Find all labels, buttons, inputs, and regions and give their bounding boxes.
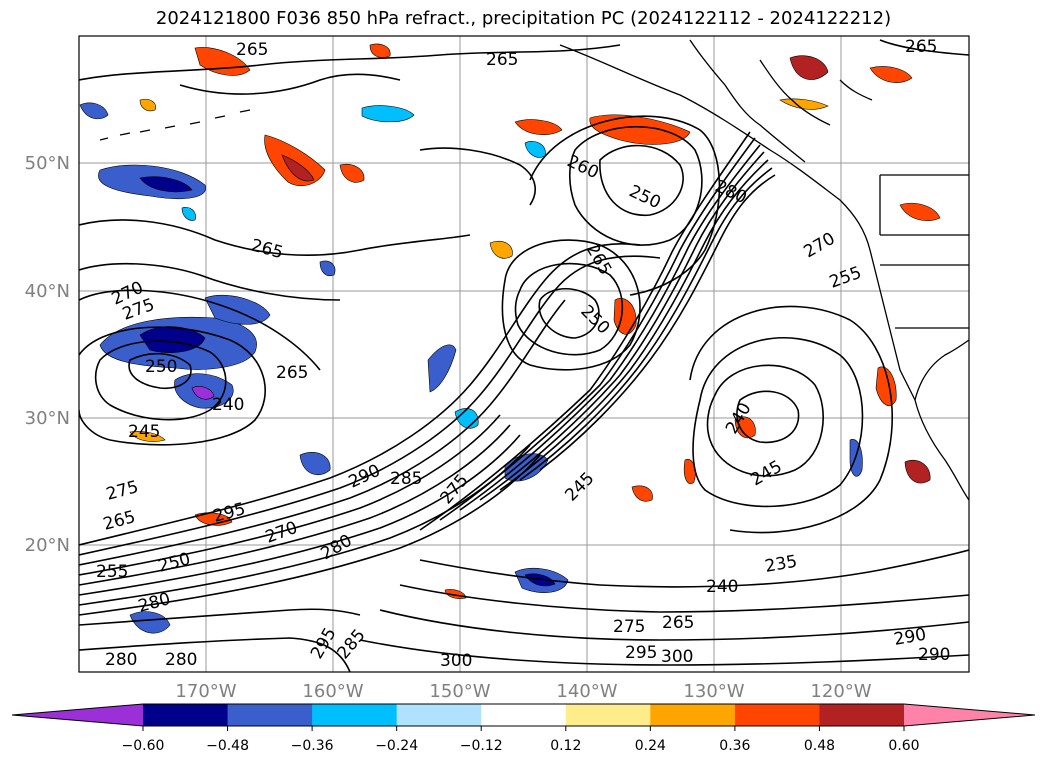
- colorbar-tick-label: −0.24: [375, 738, 418, 754]
- colorbar-tick-label: 0.48: [804, 738, 835, 754]
- precip-blob: [683, 458, 696, 484]
- precip-blob: [129, 611, 171, 634]
- precip-blob: [489, 240, 513, 259]
- colorbar-tick-label: 0.12: [550, 738, 581, 754]
- contour-label: 265: [905, 37, 937, 57]
- precip-blob: [319, 260, 336, 277]
- colorbar-segment: [565, 704, 651, 726]
- contour-label-group: 265 265 265 265 260 250 280 265 270 275 …: [96, 37, 950, 671]
- contour-label: 265: [276, 363, 308, 383]
- colorbar-segment: [227, 704, 313, 726]
- lon-label: 150°W: [429, 681, 490, 702]
- precip-blob: [191, 386, 215, 400]
- precip-blob: [789, 55, 829, 80]
- colorbar-segment: [819, 704, 905, 726]
- lon-label: 120°W: [810, 681, 871, 702]
- precip-blob: [734, 416, 756, 439]
- map-title: 2024121800 F036 850 hPa refract., precip…: [155, 8, 892, 29]
- contour-label: 265: [662, 613, 694, 633]
- colorbar-min-arrow: [12, 704, 143, 726]
- longitude-labels: 170°W 160°W 150°W 140°W 130°W 120°W: [175, 681, 871, 702]
- lat-label: 50°N: [25, 153, 70, 174]
- colorbar: −0.60 −0.48 −0.36 −0.24 −0.12 0.12 0.24 0.36 0.4…: [11, 703, 1036, 754]
- precip-blob: [904, 460, 931, 484]
- precip-blob: [869, 66, 913, 83]
- contour-label: 240: [212, 395, 244, 415]
- precip-blob: [427, 344, 457, 393]
- colorbar-max-arrow: [904, 704, 1035, 726]
- colorbar-tick-label: 0.60: [888, 738, 919, 754]
- lon-label: 130°W: [683, 681, 744, 702]
- contour-label: 255: [96, 562, 128, 582]
- contour-label: 285: [390, 469, 422, 489]
- colorbar-tick-label: −0.48: [206, 738, 249, 754]
- coastlines: [99, 39, 969, 501]
- precip-blob: [339, 163, 365, 183]
- precip-blob: [361, 105, 415, 123]
- contour-label: 280: [165, 650, 197, 670]
- lat-label: 40°N: [25, 281, 70, 302]
- refractivity-contours: [79, 39, 969, 672]
- lat-label: 20°N: [25, 535, 70, 556]
- colorbar-tick-label: −0.12: [460, 738, 503, 754]
- colorbar-tick-label: −0.36: [291, 738, 334, 754]
- latitude-labels: 50°N 40°N 30°N 20°N: [25, 153, 70, 556]
- colorbar-segment: [650, 704, 736, 726]
- colorbar-segment: [734, 704, 820, 726]
- contour-label: 265: [236, 40, 268, 60]
- precipitation-fill: [79, 43, 941, 634]
- colorbar-segment: [312, 704, 398, 726]
- colorbar-segment: [481, 704, 567, 726]
- contour-label: 265: [486, 50, 518, 70]
- contour-label: 300: [661, 647, 693, 667]
- precip-blob: [281, 154, 315, 182]
- lat-label: 30°N: [25, 408, 70, 429]
- precip-blob: [514, 119, 563, 135]
- precip-blob: [299, 451, 331, 475]
- contour-label: 280: [105, 650, 137, 670]
- contour-label: 300: [440, 651, 472, 671]
- precip-blob: [369, 43, 391, 58]
- precip-blob: [181, 207, 196, 221]
- lon-label: 170°W: [175, 681, 236, 702]
- precip-blob: [204, 294, 271, 325]
- map-border: [78, 35, 970, 673]
- precip-blob: [589, 114, 691, 145]
- precip-blob: [631, 485, 653, 502]
- colorbar-segment: [396, 704, 482, 726]
- contour-label: 240: [706, 577, 738, 597]
- precip-blob: [129, 431, 166, 442]
- contour-label: 275: [613, 617, 645, 637]
- precip-blob: [899, 202, 941, 221]
- lon-label: 160°W: [302, 681, 363, 702]
- colorbar-tick-label: −0.60: [122, 738, 165, 754]
- precip-blob: [139, 98, 156, 112]
- contour-label: 295: [625, 643, 657, 663]
- contour-label: 250: [145, 357, 177, 377]
- precip-blob: [139, 176, 193, 193]
- colorbar-segment: [143, 704, 229, 726]
- contour-label: 245: [128, 422, 160, 442]
- colorbar-tick-label: 0.36: [719, 738, 750, 754]
- precip-blob: [79, 102, 109, 120]
- contour-label: 290: [918, 645, 950, 665]
- precip-blob: [779, 98, 829, 110]
- colorbar-tick-label: 0.24: [635, 738, 666, 754]
- lon-label: 140°W: [556, 681, 617, 702]
